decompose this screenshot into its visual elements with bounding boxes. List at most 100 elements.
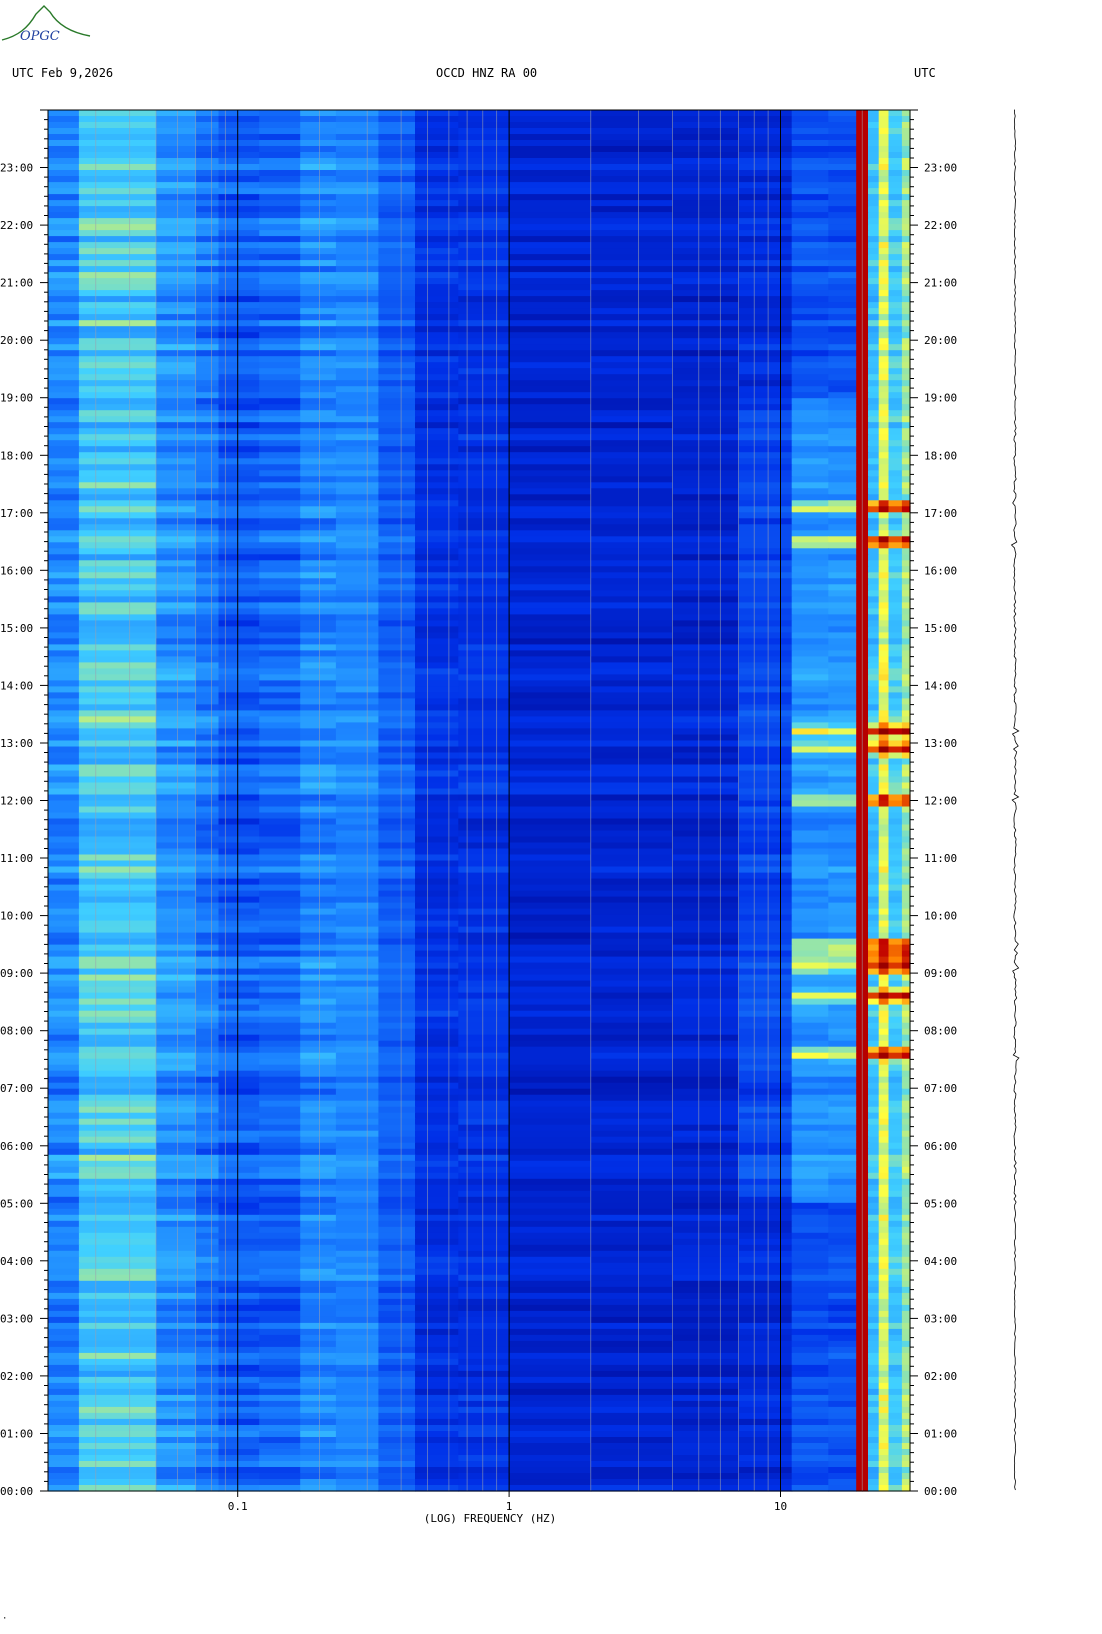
heatmap-cell	[862, 650, 869, 657]
heatmap-cell	[868, 596, 880, 603]
heatmap-cell	[378, 632, 416, 639]
heatmap-cell	[828, 728, 857, 735]
heatmap-cell	[78, 758, 157, 766]
heatmap-cell	[856, 362, 863, 369]
heatmap-cell	[78, 626, 157, 633]
heatmap-cell	[590, 992, 674, 1000]
heatmap-cell	[259, 1100, 301, 1108]
heatmap-cell	[901, 452, 911, 459]
heatmap-cell	[901, 542, 911, 549]
heatmap-cell	[878, 680, 890, 687]
heatmap-cell	[458, 194, 510, 201]
heatmap-cell	[300, 392, 337, 399]
heatmap-cell	[218, 806, 260, 814]
heatmap-cell	[738, 1172, 793, 1180]
heatmap-cell	[458, 1262, 510, 1270]
heatmap-cell	[378, 254, 416, 261]
heatmap-cell	[672, 1394, 740, 1402]
heatmap-cell	[672, 1370, 740, 1378]
heatmap-cell	[78, 338, 157, 345]
heatmap-cell	[791, 1052, 829, 1060]
heatmap-cell	[888, 872, 903, 880]
heatmap-cell	[195, 644, 220, 651]
heatmap-cell	[458, 218, 510, 225]
heatmap-cell	[672, 1400, 740, 1408]
heatmap-cell	[856, 314, 863, 321]
heatmap-cell	[828, 1190, 857, 1198]
heatmap-cell	[828, 1316, 857, 1324]
heatmap-cell	[590, 1124, 674, 1132]
heatmap-cell	[48, 872, 80, 880]
heatmap-cell	[300, 1028, 337, 1036]
heatmap-cell	[300, 398, 337, 405]
heatmap-cell	[868, 674, 880, 681]
heatmap-cell	[78, 308, 157, 315]
heatmap-cell	[195, 194, 220, 201]
heatmap-cell	[738, 722, 793, 729]
heatmap-cell	[509, 896, 592, 904]
heatmap-cell	[590, 998, 674, 1006]
heatmap-cell	[335, 710, 380, 717]
heatmap-cell	[78, 386, 157, 393]
heatmap-cell	[878, 206, 890, 213]
heatmap-cell	[378, 650, 416, 657]
heatmap-cell	[868, 800, 880, 808]
heatmap-cell	[48, 1148, 80, 1156]
heatmap-cell	[78, 350, 157, 357]
heatmap-cell	[738, 860, 793, 868]
heatmap-cell	[415, 1088, 459, 1096]
heatmap-cell	[862, 200, 869, 207]
heatmap-cell	[509, 1208, 592, 1216]
heatmap-cell	[509, 1196, 592, 1204]
heatmap-cell	[856, 200, 863, 207]
heatmap-cell	[378, 392, 416, 399]
heatmap-cell	[300, 1052, 337, 1060]
heatmap-cell	[791, 122, 829, 129]
heatmap-cell	[888, 1100, 903, 1108]
heatmap-cell	[888, 758, 903, 766]
heatmap-cell	[590, 1304, 674, 1312]
heatmap-cell	[156, 338, 197, 345]
heatmap-cell	[415, 1292, 459, 1300]
heatmap-cell	[862, 368, 869, 375]
heatmap-cell	[738, 560, 793, 567]
heatmap-cell	[888, 842, 903, 850]
heatmap-cell	[509, 1328, 592, 1336]
heatmap-cell	[335, 224, 380, 231]
heatmap-cell	[378, 602, 416, 609]
heatmap-cell	[458, 632, 510, 639]
heatmap-cell	[672, 1274, 740, 1282]
heatmap-cell	[590, 1328, 674, 1336]
heatmap-cell	[738, 1250, 793, 1258]
heatmap-cell	[878, 386, 890, 393]
heatmap-cell	[300, 1238, 337, 1246]
heatmap-cell	[878, 1034, 890, 1042]
heatmap-cell	[509, 578, 592, 585]
heatmap-cell	[590, 692, 674, 699]
heatmap-cell	[738, 1124, 793, 1132]
heatmap-cell	[335, 1004, 380, 1012]
heatmap-cell	[856, 230, 863, 237]
heatmap-cell	[458, 1226, 510, 1234]
heatmap-cell	[862, 620, 869, 627]
heatmap-cell	[738, 1334, 793, 1342]
heatmap-cell	[590, 878, 674, 886]
heatmap-cell	[378, 920, 416, 928]
heatmap-cell	[856, 476, 863, 483]
heatmap-cell	[856, 1190, 863, 1198]
heatmap-cell	[862, 308, 869, 315]
heatmap-cell	[156, 968, 197, 976]
heatmap-cell	[590, 500, 674, 507]
heatmap-cell	[828, 686, 857, 693]
heatmap-cell	[590, 752, 674, 760]
heatmap-cell	[458, 872, 510, 880]
heatmap-cell	[590, 296, 674, 303]
heatmap-cell	[791, 326, 829, 333]
heatmap-cell	[590, 872, 674, 880]
heatmap-cell	[156, 422, 197, 429]
heatmap-cell	[738, 866, 793, 874]
heatmap-cell	[878, 1106, 890, 1114]
heatmap-cell	[218, 1076, 260, 1084]
heatmap-cell	[48, 1256, 80, 1264]
heatmap-cell	[259, 1226, 301, 1234]
